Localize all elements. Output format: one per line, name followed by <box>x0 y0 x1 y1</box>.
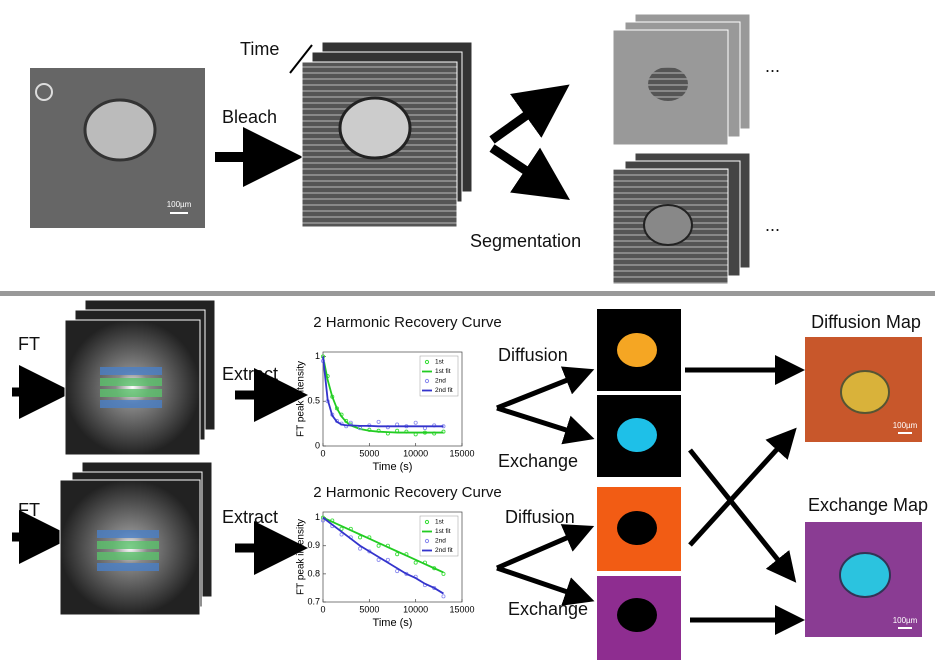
ft-label: FT <box>18 334 40 354</box>
maps: 100µm 100µm <box>805 337 922 637</box>
y-tick-label: 0 <box>315 440 320 450</box>
ellipsis: ... <box>765 56 780 76</box>
y-tick-label: 0.8 <box>307 568 320 578</box>
divider <box>0 291 935 296</box>
arrow <box>690 450 790 575</box>
arrow <box>492 95 555 140</box>
x-tick-label: 15000 <box>449 604 474 614</box>
scale-bar-label: 100µm <box>167 200 192 209</box>
legend-label: 2nd <box>435 538 446 545</box>
extract-label: Extract <box>222 507 278 527</box>
chart-title: 2 Harmonic Recovery Curve <box>313 484 501 501</box>
ft-label: FT <box>18 500 40 520</box>
legend-label: 2nd <box>435 378 446 385</box>
arrow <box>497 568 585 598</box>
ellipsis: ... <box>765 215 780 235</box>
legend-label: 1st fit <box>435 368 451 375</box>
x-axis-label: Time (s) <box>373 461 413 473</box>
time-label: Time <box>240 39 279 59</box>
bleached-stack <box>302 42 472 227</box>
raw-image: 100µm <box>30 68 205 228</box>
segmentation-label: Segmentation <box>470 231 581 251</box>
arrow <box>492 148 555 190</box>
masks <box>597 309 681 660</box>
ft-stack <box>60 300 215 615</box>
arrow <box>497 408 585 436</box>
legend-label: 1st <box>435 359 444 366</box>
arrow <box>497 530 585 568</box>
y-tick-label: 1 <box>315 512 320 522</box>
arrow <box>497 373 585 408</box>
scale-bar-label: 100µm <box>893 616 918 625</box>
exchange-label: Exchange <box>508 599 588 619</box>
y-tick-label: 0.7 <box>307 596 320 606</box>
arrow <box>690 435 790 545</box>
x-tick-label: 10000 <box>403 448 428 458</box>
y-axis-label: FT peak intensity <box>296 519 307 595</box>
x-tick-label: 10000 <box>403 604 428 614</box>
segment-stack <box>613 14 750 284</box>
legend-label: 1st fit <box>435 528 451 535</box>
scale-bar-label: 100µm <box>893 421 918 430</box>
y-tick-label: 0.5 <box>307 396 320 406</box>
diffusion-label: Diffusion <box>505 507 575 527</box>
legend-label: 2nd fit <box>435 547 453 554</box>
y-tick-label: 0.9 <box>307 540 320 550</box>
chart-title: 2 Harmonic Recovery Curve <box>313 314 501 331</box>
map-label: Exchange Map <box>808 495 928 515</box>
legend-label: 2nd fit <box>435 387 453 394</box>
bleach-label: Bleach <box>222 107 277 127</box>
x-tick-label: 0 <box>320 448 325 458</box>
diffusion-label: Diffusion <box>498 345 568 365</box>
extract-label: Extract <box>222 364 278 384</box>
map-label: Diffusion Map <box>811 312 921 332</box>
x-tick-label: 15000 <box>449 448 474 458</box>
x-tick-label: 0 <box>320 604 325 614</box>
diagram: 100µm Bleach Time Segmentation ... ... F… <box>0 0 935 660</box>
y-axis-label: FT peak intensity <box>296 361 307 437</box>
x-tick-label: 5000 <box>359 448 379 458</box>
x-axis-label: Time (s) <box>373 617 413 629</box>
exchange-label: Exchange <box>498 451 578 471</box>
y-tick-label: 1 <box>315 351 320 361</box>
legend-label: 1st <box>435 519 444 526</box>
x-tick-label: 5000 <box>359 604 379 614</box>
